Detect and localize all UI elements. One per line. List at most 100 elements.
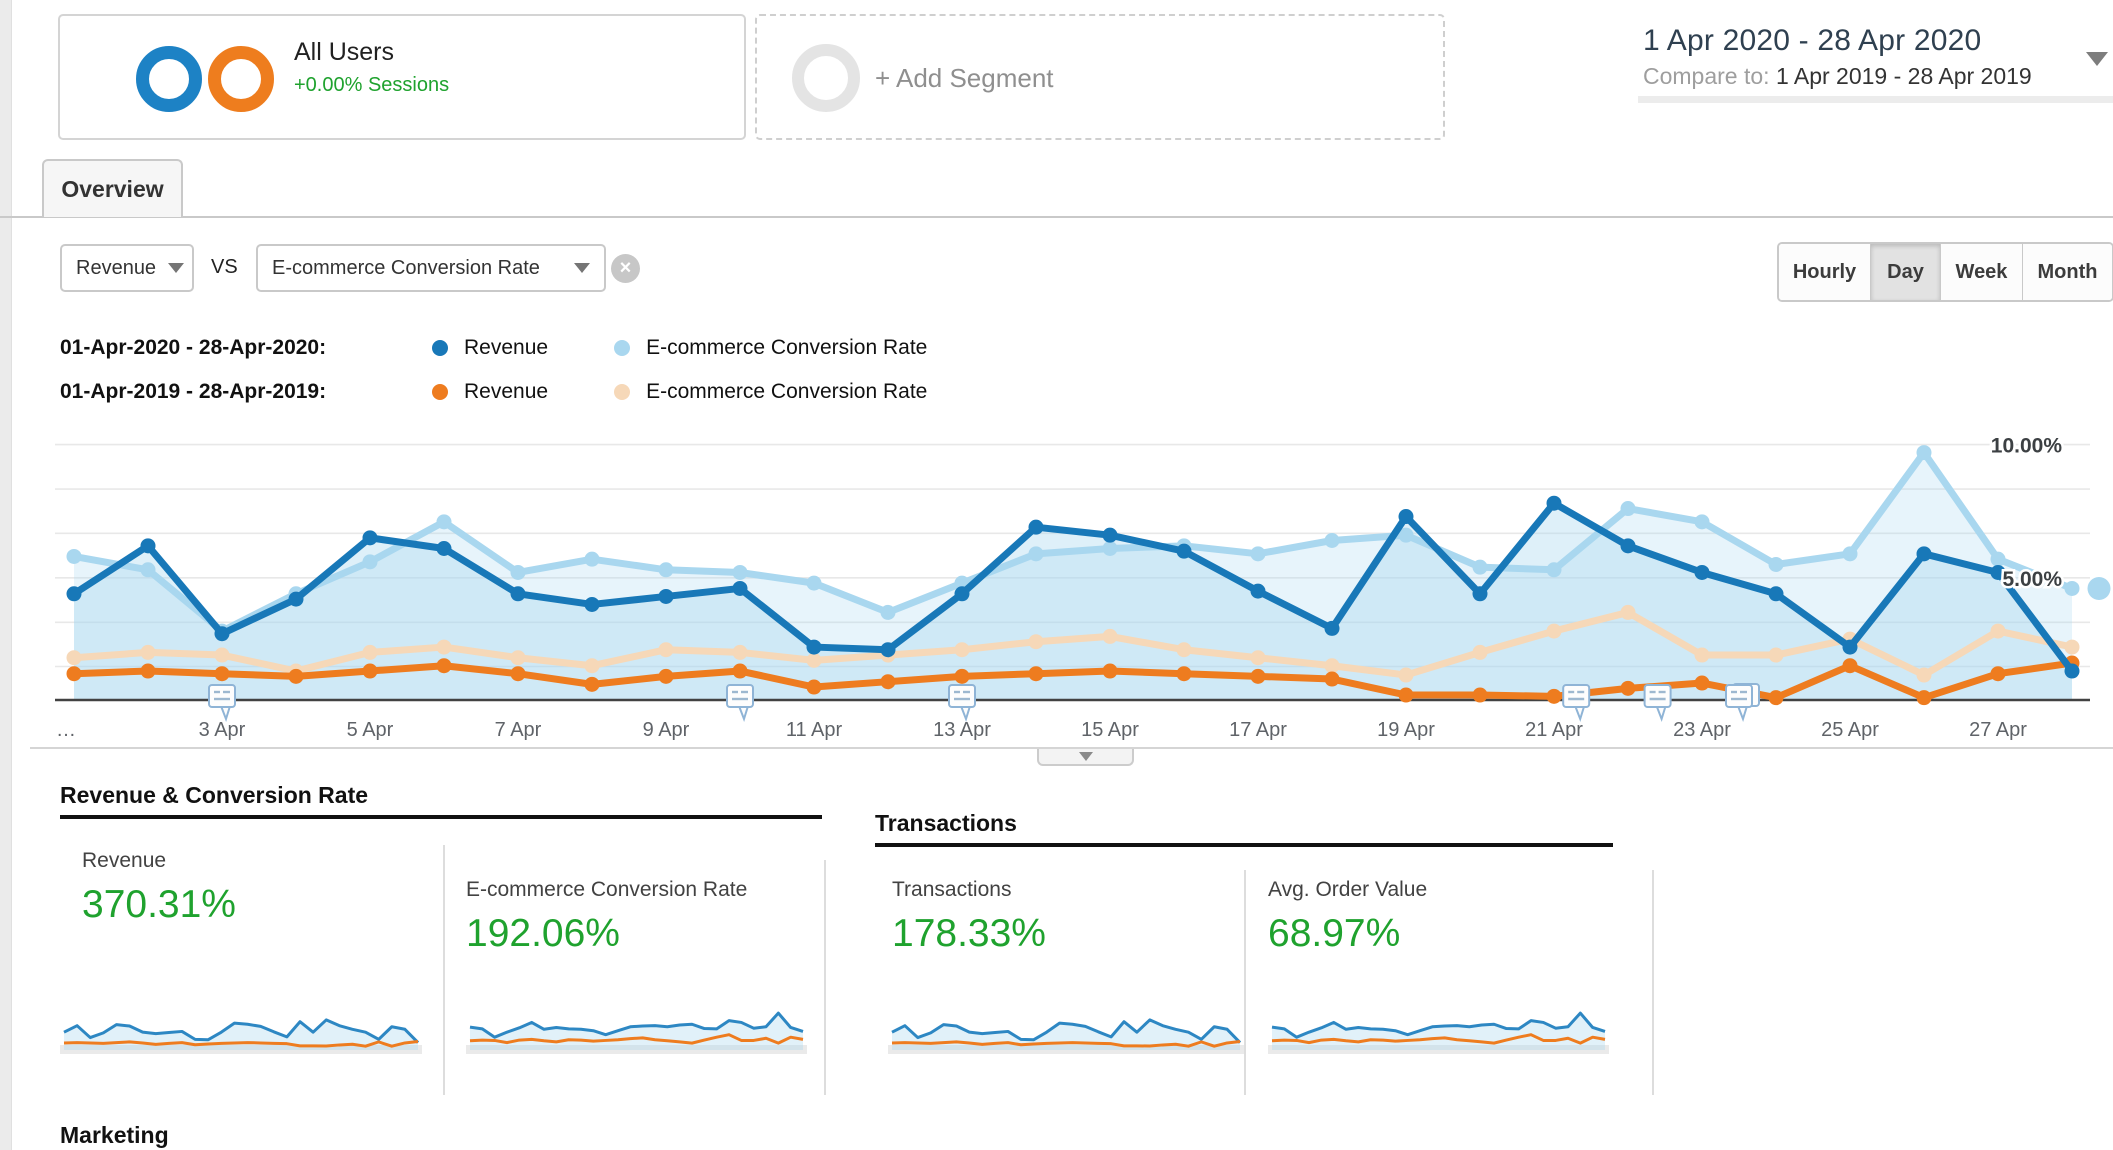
- metric-a-dropdown[interactable]: Revenue: [60, 244, 194, 292]
- data-point-revenue_2020[interactable]: [1250, 583, 1266, 599]
- data-point-revenue_2019[interactable]: [732, 663, 748, 679]
- data-point-revenue_2019[interactable]: [954, 668, 970, 684]
- data-point-revenue_2020[interactable]: [510, 586, 526, 602]
- data-point-cr_2020[interactable]: [1694, 514, 1710, 530]
- scorecard-ecommerce-cr[interactable]: E-commerce Conversion Rate 192.06%: [466, 878, 747, 956]
- annotation-flag-icon[interactable]: [726, 684, 754, 723]
- data-point-cr_2020[interactable]: [1620, 501, 1636, 517]
- granularity-day-button[interactable]: Day: [1871, 244, 1941, 300]
- data-point-revenue_2019[interactable]: [1842, 658, 1858, 674]
- data-point-revenue_2019[interactable]: [880, 674, 896, 690]
- data-point-revenue_2020[interactable]: [2064, 663, 2080, 679]
- data-point-revenue_2019[interactable]: [1768, 690, 1784, 706]
- data-point-cr_2019[interactable]: [140, 644, 156, 660]
- data-point-revenue_2020[interactable]: [658, 588, 674, 604]
- granularity-month-button[interactable]: Month: [2023, 244, 2112, 300]
- data-point-revenue_2019[interactable]: [1916, 690, 1932, 706]
- data-point-revenue_2019[interactable]: [1250, 668, 1266, 684]
- data-point-cr_2020[interactable]: [362, 554, 378, 570]
- data-point-revenue_2020[interactable]: [1842, 639, 1858, 655]
- data-point-cr_2020[interactable]: [510, 564, 526, 580]
- data-point-revenue_2020[interactable]: [1324, 620, 1340, 636]
- data-point-revenue_2020[interactable]: [140, 538, 156, 554]
- data-point-revenue_2020[interactable]: [732, 580, 748, 596]
- data-point-cr_2020[interactable]: [1472, 559, 1488, 575]
- data-point-revenue_2020[interactable]: [436, 540, 452, 556]
- data-point-cr_2020[interactable]: [436, 514, 452, 530]
- annotation-flag-icon[interactable]: [948, 684, 976, 723]
- data-point-revenue_2020[interactable]: [1546, 495, 1562, 511]
- data-point-cr_2019[interactable]: [1472, 644, 1488, 660]
- data-point-cr_2019[interactable]: [954, 642, 970, 658]
- data-point-revenue_2019[interactable]: [1620, 680, 1636, 696]
- data-point-revenue_2020[interactable]: [362, 530, 378, 546]
- data-point-revenue_2020[interactable]: [214, 626, 230, 642]
- data-point-revenue_2020[interactable]: [288, 591, 304, 607]
- data-point-cr_2019[interactable]: [1768, 647, 1784, 663]
- data-point-revenue_2020[interactable]: [954, 586, 970, 602]
- date-range-primary[interactable]: 1 Apr 2020 - 28 Apr 2020: [1643, 24, 1982, 57]
- data-point-revenue_2019[interactable]: [288, 668, 304, 684]
- data-point-cr_2019[interactable]: [1620, 604, 1636, 620]
- data-point-revenue_2020[interactable]: [1102, 527, 1118, 543]
- scorecard-revenue[interactable]: Revenue 370.31%: [82, 849, 236, 927]
- data-point-revenue_2020[interactable]: [1694, 564, 1710, 580]
- clear-metric-b-button[interactable]: ×: [611, 254, 640, 283]
- data-point-revenue_2019[interactable]: [1546, 688, 1562, 704]
- data-point-revenue_2019[interactable]: [214, 666, 230, 682]
- data-point-revenue_2019[interactable]: [510, 666, 526, 682]
- annotation-flag-icon[interactable]: [1643, 684, 1672, 723]
- data-point-cr_2019[interactable]: [436, 639, 452, 655]
- data-point-revenue_2019[interactable]: [1472, 687, 1488, 703]
- data-point-cr_2019[interactable]: [1250, 650, 1266, 666]
- data-point-cr_2019[interactable]: [584, 658, 600, 674]
- annotation-flag-icon[interactable]: [208, 684, 236, 723]
- scorecard-transactions[interactable]: Transactions 178.33%: [892, 878, 1046, 956]
- data-point-revenue_2020[interactable]: [880, 642, 896, 658]
- data-point-cr_2019[interactable]: [732, 644, 748, 660]
- data-point-revenue_2019[interactable]: [1028, 666, 1044, 682]
- segment-all-users-card[interactable]: All Users +0.00% Sessions: [58, 14, 746, 140]
- data-point-revenue_2019[interactable]: [1990, 666, 2006, 682]
- annotations-expander-button[interactable]: [1037, 749, 1134, 766]
- data-point-revenue_2019[interactable]: [436, 658, 452, 674]
- data-point-cr_2020[interactable]: [1842, 546, 1858, 562]
- data-point-cr_2019[interactable]: [66, 650, 82, 666]
- data-point-revenue_2020[interactable]: [1990, 564, 2006, 580]
- data-point-revenue_2020[interactable]: [1620, 538, 1636, 554]
- tab-overview[interactable]: Overview: [42, 159, 183, 217]
- data-point-cr_2020[interactable]: [1990, 551, 2006, 567]
- data-point-cr_2019[interactable]: [214, 647, 230, 663]
- granularity-week-button[interactable]: Week: [1941, 244, 2023, 300]
- data-point-cr_2020[interactable]: [1768, 556, 1784, 572]
- data-point-cr_2020[interactable]: [806, 575, 822, 591]
- data-point-revenue_2019[interactable]: [66, 666, 82, 682]
- data-point-revenue_2020[interactable]: [1028, 519, 1044, 535]
- data-point-cr_2020[interactable]: [880, 604, 896, 620]
- data-point-revenue_2019[interactable]: [1324, 671, 1340, 687]
- data-point-cr_2020[interactable]: [1028, 546, 1044, 562]
- data-point-revenue_2020[interactable]: [1176, 543, 1192, 559]
- annotation-flag-icon[interactable]: [1562, 684, 1591, 723]
- data-point-revenue_2019[interactable]: [140, 663, 156, 679]
- data-point-cr_2019[interactable]: [510, 650, 526, 666]
- date-range-caret-icon[interactable]: [2086, 52, 2108, 66]
- data-point-revenue_2019[interactable]: [806, 679, 822, 695]
- data-point-revenue_2020[interactable]: [1768, 586, 1784, 602]
- data-point-cr_2019[interactable]: [658, 642, 674, 658]
- data-point-revenue_2020[interactable]: [806, 639, 822, 655]
- data-point-revenue_2020[interactable]: [66, 586, 82, 602]
- data-point-cr_2019[interactable]: [1028, 634, 1044, 650]
- data-point-cr_2020[interactable]: [2064, 580, 2080, 596]
- data-point-cr_2019[interactable]: [806, 652, 822, 668]
- data-point-cr_2020[interactable]: [1546, 562, 1562, 578]
- data-point-cr_2020[interactable]: [584, 551, 600, 567]
- data-point-cr_2019[interactable]: [1324, 658, 1340, 674]
- data-point-cr_2019[interactable]: [1398, 667, 1414, 683]
- data-point-revenue_2020[interactable]: [584, 596, 600, 612]
- data-point-cr_2020[interactable]: [658, 562, 674, 578]
- data-point-revenue_2019[interactable]: [1102, 663, 1118, 679]
- data-point-revenue_2019[interactable]: [1694, 675, 1710, 691]
- data-point-revenue_2019[interactable]: [584, 676, 600, 692]
- data-point-cr_2019[interactable]: [1176, 642, 1192, 658]
